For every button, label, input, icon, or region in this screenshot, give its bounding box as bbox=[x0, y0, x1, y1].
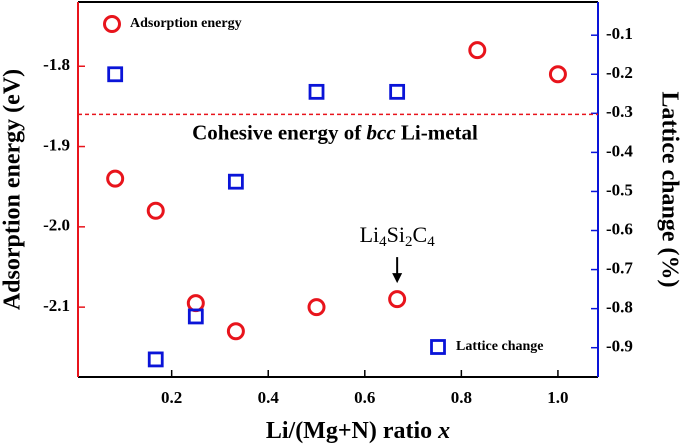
y-tick-label: -2.1 bbox=[43, 296, 70, 315]
annotation-part: C bbox=[413, 222, 428, 247]
point bbox=[226, 322, 245, 341]
legend-label: Lattice change bbox=[456, 339, 543, 354]
x-tick-label: 0.8 bbox=[451, 388, 472, 407]
legend-marker bbox=[430, 339, 446, 355]
point bbox=[227, 173, 244, 190]
annotation-part: Si bbox=[387, 222, 405, 247]
y2-tick-label: -0.9 bbox=[606, 337, 633, 356]
point bbox=[107, 66, 124, 83]
point bbox=[186, 294, 205, 313]
point bbox=[308, 83, 325, 100]
y2-tick-label: -0.3 bbox=[606, 102, 633, 121]
x-tick-label: 1.0 bbox=[547, 388, 568, 407]
annotation-part: Li bbox=[360, 222, 380, 247]
reference-label-part: Li-metal bbox=[396, 120, 478, 144]
y2-tick-label: -0.8 bbox=[606, 298, 633, 317]
x-tick-label: 0.6 bbox=[354, 388, 375, 407]
x-axis-label-part: Li/(Mg+N) ratio bbox=[266, 418, 438, 444]
y-tick-label: -2.0 bbox=[43, 216, 70, 235]
x-axis-label: Li/(Mg+N) ratio x bbox=[266, 418, 450, 444]
point bbox=[468, 41, 487, 60]
point bbox=[388, 290, 407, 309]
x-axis-label-part: x bbox=[437, 418, 450, 444]
y2-tick-label: -0.5 bbox=[606, 180, 633, 199]
point bbox=[389, 83, 406, 100]
point bbox=[147, 351, 164, 368]
x-tick-label: 0.2 bbox=[161, 388, 182, 407]
point bbox=[146, 201, 165, 220]
y2-tick-label: -0.6 bbox=[606, 219, 633, 238]
reference-label-part: bcc bbox=[367, 120, 397, 144]
y2-tick-label: -0.1 bbox=[606, 24, 633, 43]
x-tick-label: 0.4 bbox=[258, 388, 280, 407]
annotation: Li4Si2C4 bbox=[360, 222, 436, 250]
y-tick-label: -1.8 bbox=[43, 55, 70, 74]
y2-tick-label: -0.2 bbox=[606, 63, 633, 82]
legend-marker bbox=[103, 15, 121, 33]
reference-label-part: Cohesive energy of bbox=[192, 120, 366, 144]
annotation-part: 2 bbox=[405, 235, 413, 251]
y-axis-label: Adsorption energy (eV) bbox=[0, 69, 26, 310]
point bbox=[548, 65, 567, 84]
point bbox=[307, 298, 326, 317]
point bbox=[106, 169, 125, 188]
y2-tick-label: -0.4 bbox=[606, 141, 633, 160]
reference-label: Cohesive energy of bcc Li-metal bbox=[192, 120, 478, 144]
annotation-arrowhead bbox=[392, 273, 403, 284]
annotation-part: 4 bbox=[379, 235, 387, 251]
y2-axis-label: Lattice change (%) bbox=[656, 92, 682, 288]
y2-tick-label: -0.7 bbox=[606, 258, 633, 277]
legend-label: Adsorption energy bbox=[130, 16, 242, 31]
y-tick-label: -1.9 bbox=[43, 135, 70, 154]
annotation-part: 4 bbox=[427, 235, 435, 251]
point bbox=[187, 308, 204, 325]
